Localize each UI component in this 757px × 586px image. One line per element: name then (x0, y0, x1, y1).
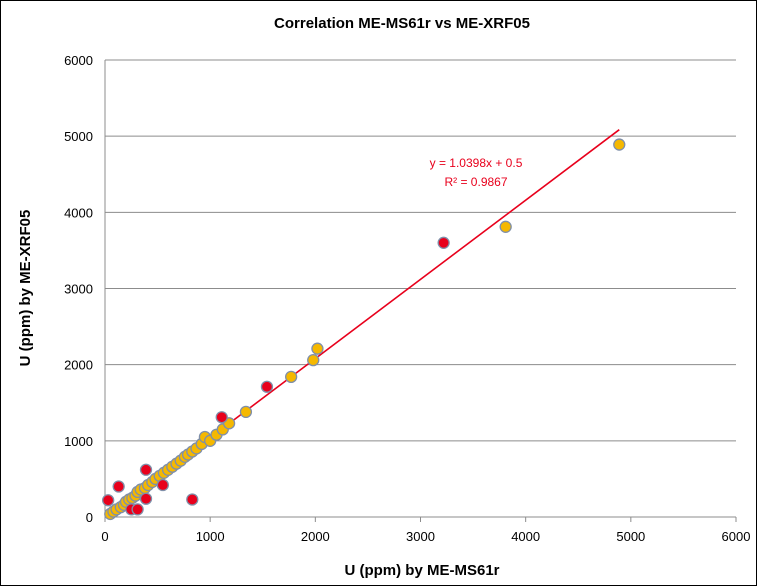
x-tick-label: 6000 (722, 529, 751, 544)
x-tick-label: 4000 (511, 529, 540, 544)
y-tick-label: 5000 (64, 129, 93, 144)
yellow-data-point (311, 342, 324, 355)
x-tick-label: 5000 (616, 529, 645, 544)
yellow-data-point (284, 370, 298, 384)
yellow-data-point (239, 405, 253, 419)
red-data-point (139, 492, 153, 505)
y-tick-label: 6000 (64, 53, 93, 68)
y-axis-title: U (ppm) by ME-XRF05 (17, 210, 34, 367)
y-tick-label: 4000 (64, 205, 93, 220)
chart-title: Correlation ME-MS61r vs ME-XRF05 (274, 15, 530, 32)
gridlines (105, 59, 736, 442)
red-data-point (437, 236, 450, 249)
y-tick-label: 0 (86, 510, 93, 525)
yellow-data-point (499, 220, 512, 233)
x-tick-label: 0 (101, 529, 108, 544)
yellow-data-point (613, 138, 626, 151)
red-data-point (139, 463, 153, 476)
y-tick-label: 2000 (64, 358, 93, 373)
trendline-equation: y = 1.0398x + 0.5 (430, 156, 523, 170)
red-data-point (112, 480, 125, 493)
x-tick-label: 1000 (196, 529, 225, 544)
x-axis-title: U (ppm) by ME-MS61r (344, 562, 499, 579)
red-data-point (102, 494, 115, 507)
yellow-data-point (307, 353, 320, 367)
data-points (102, 138, 626, 521)
red-data-point (215, 411, 228, 424)
axes: 0 1000 2000 3000 4000 5000 6000 0 1000 2000 3000 40… (64, 53, 750, 544)
red-data-point (131, 503, 144, 516)
red-data-point (156, 478, 169, 492)
trendline-r2: R² = 0.9867 (444, 175, 507, 189)
y-tick-label: 3000 (64, 282, 93, 297)
y-tick-label: 1000 (64, 434, 93, 449)
x-tick-label: 2000 (301, 529, 330, 544)
x-tick-label: 3000 (406, 529, 435, 544)
red-data-point (260, 380, 274, 393)
red-data-point (186, 493, 199, 506)
